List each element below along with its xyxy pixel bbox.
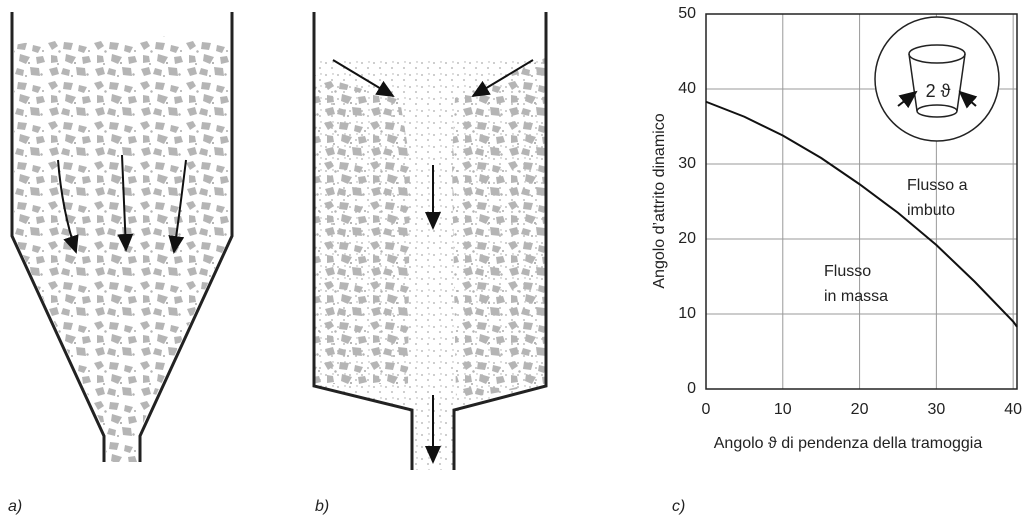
y-tick-label: 50: [678, 5, 696, 22]
silo-a: [10, 12, 234, 463]
y-tick-label: 0: [687, 380, 696, 397]
annotation: Flusso: [824, 263, 871, 280]
y-tick-label: 10: [678, 305, 696, 322]
x-tick-label: 10: [774, 401, 792, 418]
inset-label: 2 ϑ: [926, 81, 951, 101]
x-tick-label: 30: [927, 401, 945, 418]
x-tick-label: 20: [851, 401, 869, 418]
data-line: [705, 100, 1018, 328]
annotation: Flusso a: [907, 177, 968, 194]
y-axis-label: Angolo d’attrito dinamico: [651, 113, 668, 288]
silo-b: [312, 12, 548, 470]
annotation: imbuto: [907, 202, 955, 219]
panel-label: c): [672, 498, 685, 515]
x-tick-label: 0: [702, 401, 711, 418]
panel-label: a): [8, 498, 22, 515]
plot-frame: [705, 13, 1018, 390]
y-tick-label: 20: [678, 230, 696, 247]
y-tick-label: 30: [678, 155, 696, 172]
annotation: in massa: [824, 288, 888, 305]
x-axis-label: Angolo ϑ di pendenza della tramoggia: [714, 435, 983, 452]
y-tick-label: 40: [678, 80, 696, 97]
inset: 2 ϑ: [874, 16, 1000, 142]
x-tick-label: 40: [1004, 401, 1022, 418]
panel-label: b): [315, 498, 329, 515]
